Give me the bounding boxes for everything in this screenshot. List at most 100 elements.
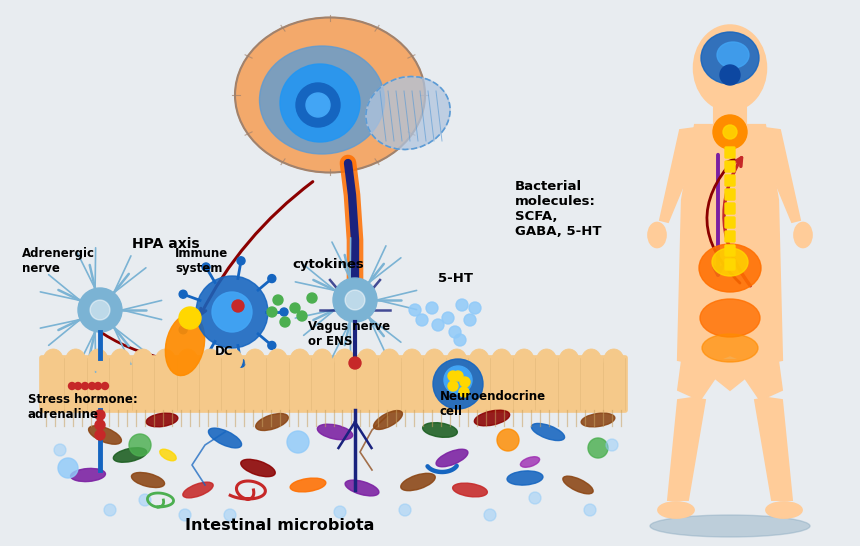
- Ellipse shape: [335, 349, 354, 371]
- Ellipse shape: [447, 349, 467, 371]
- Circle shape: [58, 458, 78, 478]
- Circle shape: [82, 383, 89, 389]
- Ellipse shape: [165, 314, 205, 376]
- Ellipse shape: [245, 349, 265, 371]
- Text: Neuroendocrine
cell: Neuroendocrine cell: [440, 390, 546, 418]
- Ellipse shape: [235, 17, 425, 173]
- FancyBboxPatch shape: [725, 245, 735, 256]
- Ellipse shape: [581, 413, 615, 427]
- Text: 5-HT: 5-HT: [438, 272, 473, 285]
- Circle shape: [69, 383, 76, 389]
- Circle shape: [54, 444, 66, 456]
- Circle shape: [237, 257, 245, 265]
- Circle shape: [606, 439, 618, 451]
- Ellipse shape: [531, 424, 565, 441]
- Circle shape: [464, 314, 476, 326]
- Ellipse shape: [559, 349, 579, 371]
- Circle shape: [267, 307, 277, 317]
- Ellipse shape: [702, 334, 758, 362]
- Circle shape: [442, 312, 454, 324]
- Ellipse shape: [492, 349, 512, 371]
- Ellipse shape: [183, 482, 213, 498]
- Ellipse shape: [156, 349, 175, 371]
- Ellipse shape: [520, 456, 539, 467]
- Ellipse shape: [712, 248, 748, 276]
- Ellipse shape: [422, 423, 458, 437]
- Ellipse shape: [133, 349, 153, 371]
- Circle shape: [139, 494, 151, 506]
- Ellipse shape: [179, 307, 201, 329]
- Ellipse shape: [658, 502, 694, 518]
- Circle shape: [297, 311, 307, 321]
- Ellipse shape: [650, 515, 810, 537]
- Text: Bacterial
molecules:
SCFA,
GABA, 5-HT: Bacterial molecules: SCFA, GABA, 5-HT: [515, 180, 601, 238]
- FancyBboxPatch shape: [725, 147, 735, 158]
- Ellipse shape: [514, 349, 534, 371]
- Circle shape: [448, 371, 458, 381]
- Circle shape: [95, 430, 105, 440]
- Ellipse shape: [401, 473, 435, 491]
- Circle shape: [460, 377, 470, 387]
- Ellipse shape: [132, 472, 164, 488]
- Circle shape: [459, 387, 469, 397]
- Polygon shape: [678, 360, 782, 400]
- Circle shape: [95, 410, 105, 420]
- Ellipse shape: [581, 349, 601, 371]
- Polygon shape: [760, 128, 800, 222]
- Circle shape: [333, 278, 377, 322]
- Ellipse shape: [280, 64, 360, 142]
- Text: Vagus nerve
or ENS: Vagus nerve or ENS: [308, 320, 390, 348]
- Ellipse shape: [444, 366, 472, 394]
- Ellipse shape: [694, 26, 766, 110]
- Ellipse shape: [470, 349, 489, 371]
- Ellipse shape: [345, 480, 379, 496]
- Circle shape: [224, 509, 236, 521]
- Ellipse shape: [402, 349, 422, 371]
- Ellipse shape: [200, 349, 220, 371]
- Circle shape: [588, 438, 608, 458]
- Ellipse shape: [178, 349, 198, 371]
- Circle shape: [75, 383, 82, 389]
- Circle shape: [202, 263, 210, 271]
- Ellipse shape: [537, 349, 556, 371]
- Circle shape: [104, 504, 116, 516]
- Circle shape: [179, 290, 187, 298]
- Ellipse shape: [648, 223, 666, 247]
- Circle shape: [448, 381, 458, 391]
- Text: cytokines: cytokines: [292, 258, 364, 271]
- Circle shape: [584, 504, 596, 516]
- Circle shape: [345, 290, 365, 310]
- Circle shape: [484, 509, 496, 521]
- Circle shape: [349, 357, 361, 369]
- Circle shape: [290, 303, 300, 313]
- Ellipse shape: [436, 449, 468, 467]
- Circle shape: [399, 504, 411, 516]
- Circle shape: [454, 334, 466, 346]
- Text: Intestinal microbiota: Intestinal microbiota: [185, 518, 375, 533]
- Circle shape: [453, 371, 463, 381]
- Circle shape: [267, 341, 276, 349]
- Text: Adrenergic
nerve: Adrenergic nerve: [22, 247, 95, 275]
- Circle shape: [469, 302, 481, 314]
- Ellipse shape: [71, 468, 106, 482]
- FancyBboxPatch shape: [725, 189, 735, 200]
- Circle shape: [273, 295, 283, 305]
- Polygon shape: [678, 125, 782, 365]
- FancyBboxPatch shape: [725, 259, 735, 270]
- Ellipse shape: [507, 471, 543, 485]
- Ellipse shape: [208, 428, 242, 448]
- Ellipse shape: [357, 349, 377, 371]
- Ellipse shape: [111, 349, 131, 371]
- Ellipse shape: [290, 478, 326, 492]
- Polygon shape: [660, 128, 700, 222]
- Circle shape: [432, 319, 444, 331]
- Ellipse shape: [699, 244, 761, 292]
- Circle shape: [426, 302, 438, 314]
- FancyBboxPatch shape: [725, 231, 735, 242]
- Text: DC: DC: [215, 345, 234, 358]
- Ellipse shape: [43, 349, 63, 371]
- Circle shape: [287, 431, 309, 453]
- Polygon shape: [668, 398, 705, 500]
- Ellipse shape: [475, 410, 510, 426]
- Circle shape: [449, 326, 461, 338]
